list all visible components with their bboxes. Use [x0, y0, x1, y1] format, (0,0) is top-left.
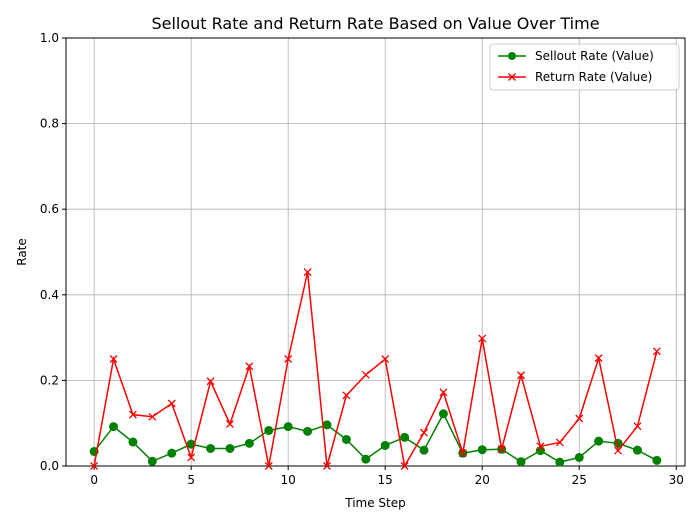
data-point-return-rate-value-9: [264, 462, 273, 470]
data-point-sellout-rate-value-6: [206, 443, 216, 453]
legend: Sellout Rate (Value) Return Rate (Value): [489, 43, 680, 91]
data-point-sellout-rate-value-3: [147, 456, 157, 466]
data-point-return-rate-value-19: [458, 449, 467, 458]
data-point-sellout-rate-value-8: [244, 438, 254, 448]
legend-label-return-rate-value: Return Rate (Value): [535, 70, 652, 84]
data-point-sellout-rate-value-12: [322, 420, 332, 430]
data-point-return-rate-value-28: [633, 422, 642, 431]
data-point-sellout-rate-value-23: [535, 446, 545, 456]
data-point-return-rate-value-27: [614, 446, 623, 455]
data-point-sellout-rate-value-28: [632, 445, 642, 455]
data-point-sellout-rate-value-11: [303, 426, 313, 436]
x-tick-label-5: 25: [572, 473, 587, 487]
data-point-return-rate-value-16: [400, 462, 409, 470]
data-point-sellout-rate-value-7: [225, 443, 235, 453]
legend-label-sellout-rate-value: Sellout Rate (Value): [535, 49, 654, 63]
y-tick-label-4: 0.8: [40, 117, 59, 131]
data-point-sellout-rate-value-20: [477, 445, 487, 455]
legend-box: [489, 43, 680, 91]
data-point-return-rate-value-22: [517, 371, 525, 380]
series-line-return-rate-value: [93, 271, 658, 469]
data-point-sellout-rate-value-26: [594, 436, 604, 446]
x-tick-label-0: 0: [90, 473, 98, 487]
axes-frame: [65, 37, 686, 467]
y-tick-label-5: 1.0: [40, 31, 59, 45]
data-point-return-rate-value-3: [148, 412, 157, 421]
data-point-return-rate-value-6: [206, 377, 215, 386]
data-point-sellout-rate-value-25: [574, 452, 584, 462]
data-point-return-rate-value-13: [342, 391, 351, 400]
data-point-return-rate-value-0: [90, 462, 99, 470]
data-point-sellout-rate-value-4: [167, 448, 177, 458]
y-tick-label-2: 0.4: [40, 288, 59, 302]
x-tick-label-4: 20: [475, 473, 490, 487]
data-point-sellout-rate-value-15: [380, 440, 390, 450]
data-point-sellout-rate-value-13: [341, 434, 351, 444]
data-point-return-rate-value-7: [226, 420, 234, 429]
data-point-sellout-rate-value-22: [516, 457, 526, 467]
x-axis-label: Time Step: [344, 496, 406, 510]
data-point-return-rate-value-14: [361, 370, 370, 379]
data-point-return-rate-value-23: [536, 442, 545, 451]
data-point-return-rate-value-4: [167, 399, 176, 408]
data-point-return-rate-value-20: [478, 334, 487, 343]
data-point-return-rate-value-10: [284, 355, 293, 363]
data-point-return-rate-value-12: [323, 462, 331, 470]
data-point-sellout-rate-value-18: [438, 409, 448, 419]
data-point-return-rate-value-25: [575, 414, 584, 423]
data-point-return-rate-value-29: [652, 347, 661, 356]
data-point-sellout-rate-value-29: [652, 455, 662, 465]
data-point-sellout-rate-value-1: [109, 422, 119, 432]
data-point-sellout-rate-value-10: [283, 422, 293, 432]
data-point-return-rate-value-8: [245, 362, 254, 371]
data-point-sellout-rate-value-9: [264, 425, 274, 435]
x-tick-label-2: 10: [281, 473, 296, 487]
data-point-return-rate-value-21: [497, 445, 506, 454]
data-point-return-rate-value-11: [303, 268, 312, 277]
data-point-return-rate-value-5: [187, 453, 196, 462]
x-tick-label-6: 30: [669, 473, 684, 487]
data-point-return-rate-value-18: [439, 388, 448, 397]
data-point-return-rate-value-1: [109, 355, 118, 363]
plot-area: 0 5 10 15 20 25 30 0.0 0.2 0.4 0.6 0.8 1.0: [40, 31, 686, 487]
y-tick-label-1: 0.2: [40, 373, 59, 387]
legend-marker-return-rate-value: [508, 73, 516, 81]
legend-marker-sellout-rate-value: [508, 52, 516, 60]
data-point-sellout-rate-value-16: [400, 432, 410, 442]
chart-title: Sellout Rate and Return Rate Based on Va…: [151, 14, 599, 33]
x-tick-label-1: 5: [187, 473, 195, 487]
data-point-return-rate-value-26: [594, 354, 603, 363]
data-point-return-rate-value-15: [381, 355, 390, 363]
y-tick-label-0: 0.0: [40, 459, 59, 473]
y-tick-label-3: 0.6: [40, 202, 59, 216]
data-point-sellout-rate-value-17: [419, 445, 429, 455]
data-point-return-rate-value-24: [555, 438, 564, 447]
data-point-sellout-rate-value-24: [555, 457, 565, 467]
y-axis-label: Rate: [15, 238, 29, 266]
data-point-return-rate-value-17: [420, 428, 428, 437]
data-point-sellout-rate-value-14: [361, 454, 371, 464]
x-tick-label-3: 15: [378, 473, 393, 487]
data-point-return-rate-value-2: [128, 410, 137, 419]
data-point-sellout-rate-value-2: [128, 437, 138, 447]
